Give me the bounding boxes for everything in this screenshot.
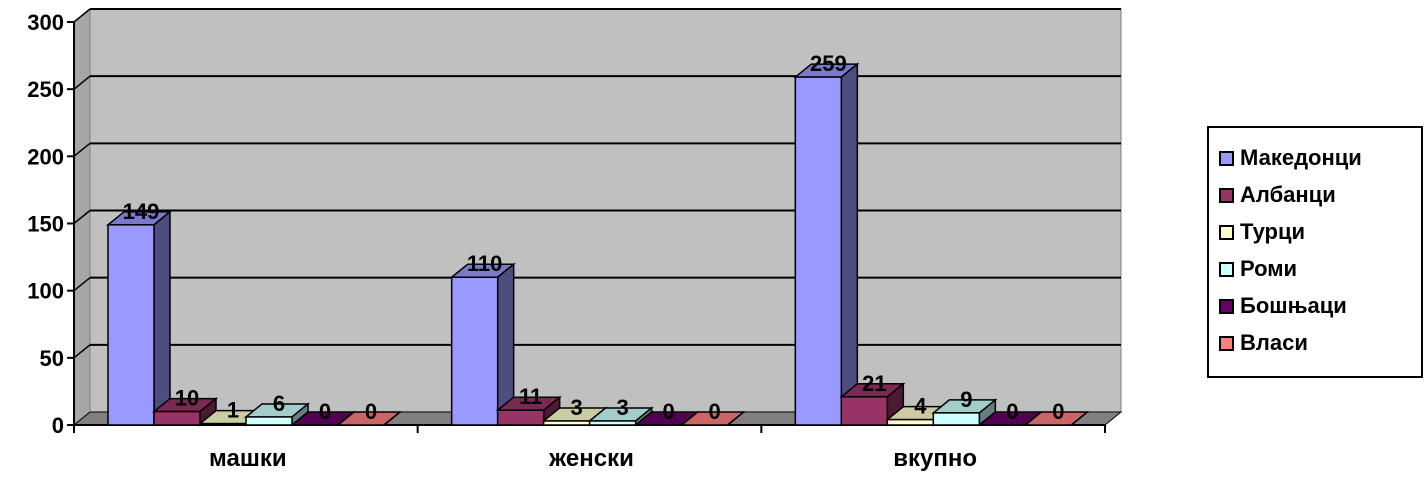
bar: [931, 398, 998, 427]
bar-front: [932, 412, 981, 426]
data-label: 21: [862, 371, 886, 396]
data-label: 0: [663, 399, 675, 424]
bar: [793, 62, 860, 427]
bar: [1023, 411, 1090, 426]
legend-item: Турци: [1219, 218, 1305, 246]
y-tick-label: 250: [27, 77, 64, 102]
legend-swatch: [1219, 224, 1234, 240]
bar-front: [794, 76, 843, 426]
y-tick-labels: 0 50 100 150 200 250 300: [27, 10, 64, 438]
legend-item: Роми: [1219, 255, 1297, 283]
y-tick-label: 0: [52, 413, 64, 438]
data-label: 1: [227, 398, 239, 423]
gridlines: [73, 8, 1121, 359]
data-label: 0: [1052, 399, 1064, 424]
bar-front: [153, 410, 201, 426]
gridline-side: [73, 277, 91, 292]
bar-front: [199, 422, 247, 426]
gridline-side: [73, 8, 91, 23]
bar-side: [840, 62, 859, 427]
data-label: 10: [175, 386, 199, 411]
gridline-side: [73, 209, 91, 225]
bar: [105, 210, 173, 427]
gridline-side: [73, 75, 91, 90]
data-label: 3: [617, 395, 629, 420]
y-tick-label: 50: [40, 346, 64, 371]
bars: [105, 62, 1090, 427]
bar: [839, 382, 906, 427]
data-label: 0: [319, 399, 331, 424]
bar: [243, 402, 311, 427]
chart-walls: [72, 7, 1123, 427]
data-label: 3: [571, 395, 583, 420]
bar-side: [383, 411, 401, 426]
bar-front: [496, 409, 545, 426]
y-tick-label: 300: [27, 10, 64, 35]
bar: [449, 262, 516, 427]
legend-label: Роми: [1240, 256, 1298, 281]
legend-item: Македонци: [1219, 144, 1362, 172]
legend-swatch: [1219, 335, 1234, 351]
legend-swatch: [1219, 187, 1234, 203]
legend-item: Бошњаци: [1219, 292, 1347, 320]
y-tick-label: 100: [27, 279, 64, 304]
category-label: женски: [548, 445, 634, 472]
data-label: 259: [810, 51, 847, 76]
bar-front: [588, 420, 637, 426]
data-label: 149: [123, 199, 160, 224]
category-label: вкупно: [893, 445, 977, 472]
data-label: 4: [914, 394, 927, 419]
legend-swatch: [1219, 261, 1234, 277]
bar-side: [1070, 411, 1088, 426]
legend-label: Бошњаци: [1240, 293, 1347, 318]
bar-front: [245, 416, 293, 426]
legend-item: Албанци: [1219, 181, 1336, 209]
legend-label: Турци: [1240, 219, 1306, 244]
data-label: 0: [1006, 399, 1018, 424]
data-label: 6: [273, 391, 285, 416]
bar-side: [153, 210, 171, 427]
data-labels: 149 10 1 6 0 0 110 11 3 3 0 0 259 21 4 9 0 0: [123, 51, 1065, 424]
data-label: 9: [960, 387, 972, 412]
data-label: 0: [709, 399, 721, 424]
bar-front: [542, 420, 591, 426]
y-tick-label: 200: [27, 144, 64, 169]
bar-front: [886, 418, 935, 426]
data-label: 11: [519, 384, 542, 409]
legend-label: Власи: [1240, 330, 1308, 355]
gridline-side: [73, 142, 91, 157]
legend-label: Албанци: [1240, 182, 1336, 207]
data-label: 110: [467, 251, 503, 276]
legend-swatch: [1219, 298, 1234, 314]
bar-side: [727, 411, 745, 426]
bar-front: [450, 276, 499, 426]
gridline-side: [73, 344, 91, 359]
bar-front: [107, 224, 155, 426]
bar: [679, 411, 746, 426]
legend-label: Македонци: [1240, 145, 1362, 170]
bar-front: [840, 396, 889, 426]
data-label: 0: [365, 399, 377, 424]
y-tick-label: 150: [27, 212, 64, 237]
legend: Македонци Албанци Турци Роми Бошњаци Власи: [1207, 126, 1423, 378]
legend-swatch: [1219, 150, 1234, 166]
legend-item: Власи: [1219, 329, 1308, 357]
bar: [335, 411, 403, 426]
category-label: машки: [209, 445, 287, 472]
category-labels: машки женски вкупно: [209, 445, 977, 472]
